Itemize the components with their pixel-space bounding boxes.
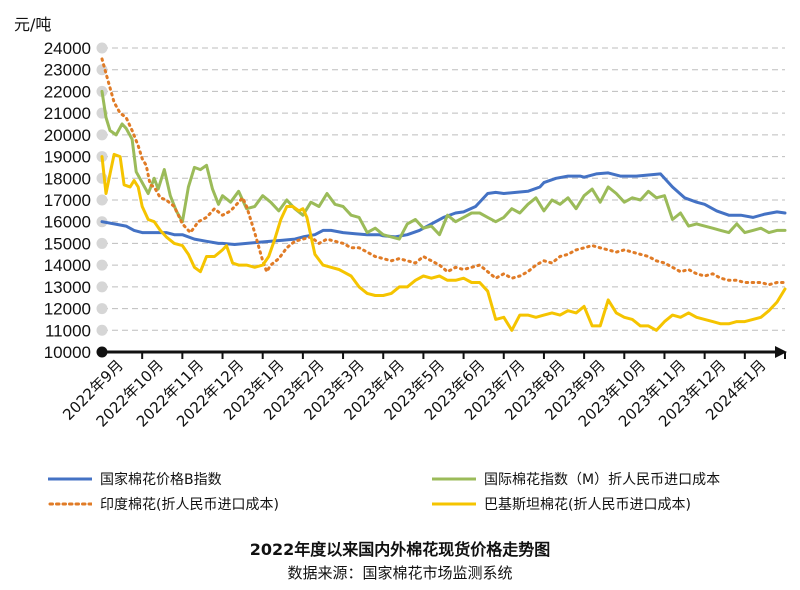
- series-b-index-line: [100, 171, 787, 246]
- legend: 国家棉花价格B指数 国际棉花指数（M）折人民币进口成本 印度棉花(折人民币进口成…: [0, 462, 800, 524]
- y-tick-label: 21000: [44, 104, 91, 123]
- y-tick-marker: [96, 237, 108, 249]
- series-india-cotton-line: [100, 57, 787, 287]
- legend-label-b-index: 国家棉花价格B指数: [100, 472, 222, 488]
- y-tick-label: 11000: [45, 321, 91, 340]
- series-pakistan-cotton-line: [100, 152, 787, 332]
- legend-swatch-b-index: [48, 477, 92, 481]
- data-source: 数据来源：国家棉花市场监测系统: [287, 564, 513, 582]
- series-international-index-line: [100, 89, 787, 241]
- y-tick-marker: [96, 194, 108, 206]
- y-tick-marker: [96, 259, 108, 271]
- y-tick-label: 10000: [44, 343, 91, 362]
- y-tick-marker: [96, 281, 108, 293]
- legend-item-international-index: 国际棉花指数（M）折人民币进口成本: [432, 468, 720, 490]
- y-tick-marker: [96, 303, 108, 315]
- y-tick-marker: [96, 42, 108, 54]
- y-tick-label: 18000: [44, 169, 91, 188]
- legend-swatch-international-index: [432, 477, 476, 481]
- y-tick-label: 19000: [44, 148, 91, 167]
- y-tick-label: 12000: [44, 300, 91, 319]
- chart-title: 2022年度以来国内外棉花现货价格走势图: [249, 540, 551, 559]
- legend-label-international-index: 国际棉花指数（M）折人民币进口成本: [484, 472, 721, 488]
- x-axis-arrow: [775, 346, 787, 358]
- legend-item-pakistan-cotton: 巴基斯坦棉花(折人民币进口成本): [432, 493, 691, 515]
- y-tick-marker: [96, 324, 108, 336]
- y-tick-label: 16000: [44, 213, 91, 232]
- y-tick-label: 23000: [44, 61, 91, 80]
- y-axis-unit: 元/吨: [14, 15, 51, 34]
- legend-item-india-cotton: 印度棉花(折人民币进口成本): [48, 493, 279, 515]
- legend-swatch-pakistan-cotton: [432, 502, 476, 506]
- y-tick-label: 13000: [44, 278, 91, 297]
- legend-label-pakistan-cotton: 巴基斯坦棉花(折人民币进口成本): [484, 497, 691, 513]
- y-tick-label: 22000: [44, 82, 91, 101]
- y-tick-label: 15000: [44, 234, 91, 253]
- y-tick-label: 17000: [44, 191, 91, 210]
- chart: 元/吨 10000 11000 12000 13000 14000 15000 16000 17…: [14, 15, 787, 431]
- y-tick-label: 14000: [44, 256, 91, 275]
- y-tick-label: 20000: [44, 126, 91, 145]
- y-tick-marker: [96, 129, 108, 141]
- legend-item-b-index: 国家棉花价格B指数: [48, 468, 222, 490]
- legend-swatch-india-cotton: [48, 502, 92, 506]
- legend-label-india-cotton: 印度棉花(折人民币进口成本): [100, 497, 279, 513]
- y-tick-label: 24000: [44, 39, 91, 58]
